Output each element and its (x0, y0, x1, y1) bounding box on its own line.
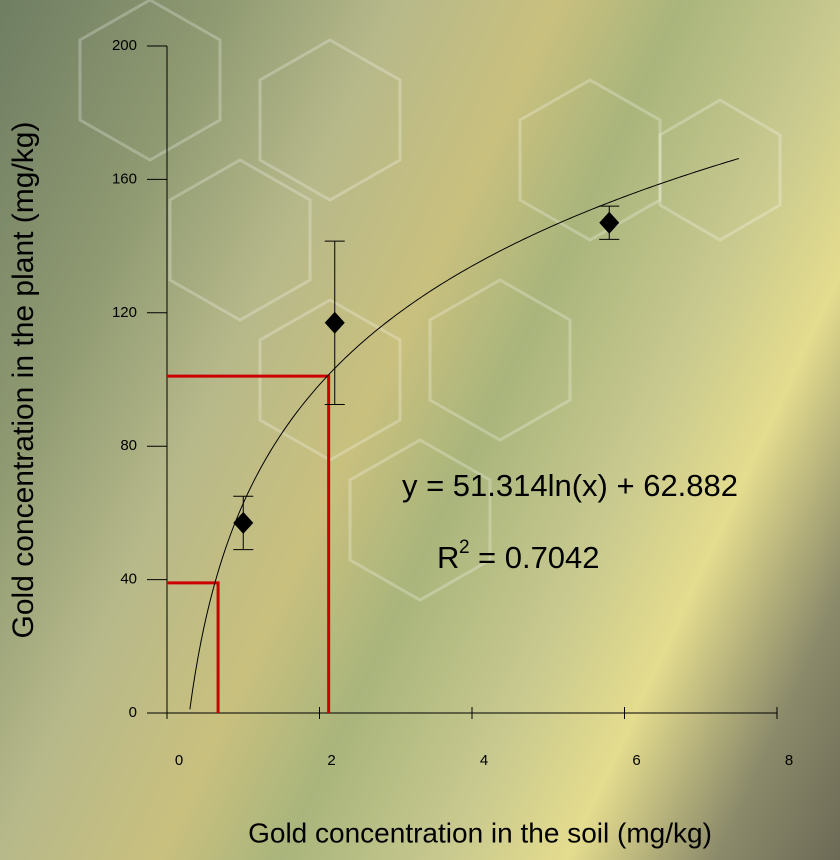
r-squared-value: = 0.7042 (478, 540, 600, 575)
x-tick-label: 6 (632, 752, 640, 769)
chart: Gold concentration in the plant (mg/kg) … (0, 0, 840, 860)
data-point (599, 212, 619, 234)
background-hexagons (80, 0, 780, 600)
page: Gold concentration in the plant (mg/kg) … (0, 0, 840, 860)
r-squared-symbol: R (437, 540, 459, 575)
x-tick-label: 8 (785, 752, 793, 769)
y-tick-label: 40 (120, 571, 137, 588)
x-tick-label: 2 (327, 752, 335, 769)
y-tick-label: 80 (120, 437, 137, 454)
equation-label: y = 51.314ln(x) + 62.882 (402, 468, 738, 503)
x-axis-label: Gold concentration in the soil (mg/kg) (248, 817, 712, 848)
y-tick-label: 200 (112, 37, 137, 54)
trendline (190, 158, 739, 709)
y-tick-label: 0 (129, 704, 137, 721)
r-squared-exponent: 2 (459, 537, 470, 558)
y-axis-label: Gold concentration in the plant (mg/kg) (7, 122, 40, 639)
y-tick-label: 160 (112, 170, 137, 187)
y-tick-label: 120 (112, 304, 137, 321)
x-tick-label: 4 (480, 752, 488, 769)
x-tick-label: 0 (175, 752, 183, 769)
data-point (233, 512, 253, 534)
guide-line (167, 376, 329, 713)
data-point (325, 312, 345, 334)
